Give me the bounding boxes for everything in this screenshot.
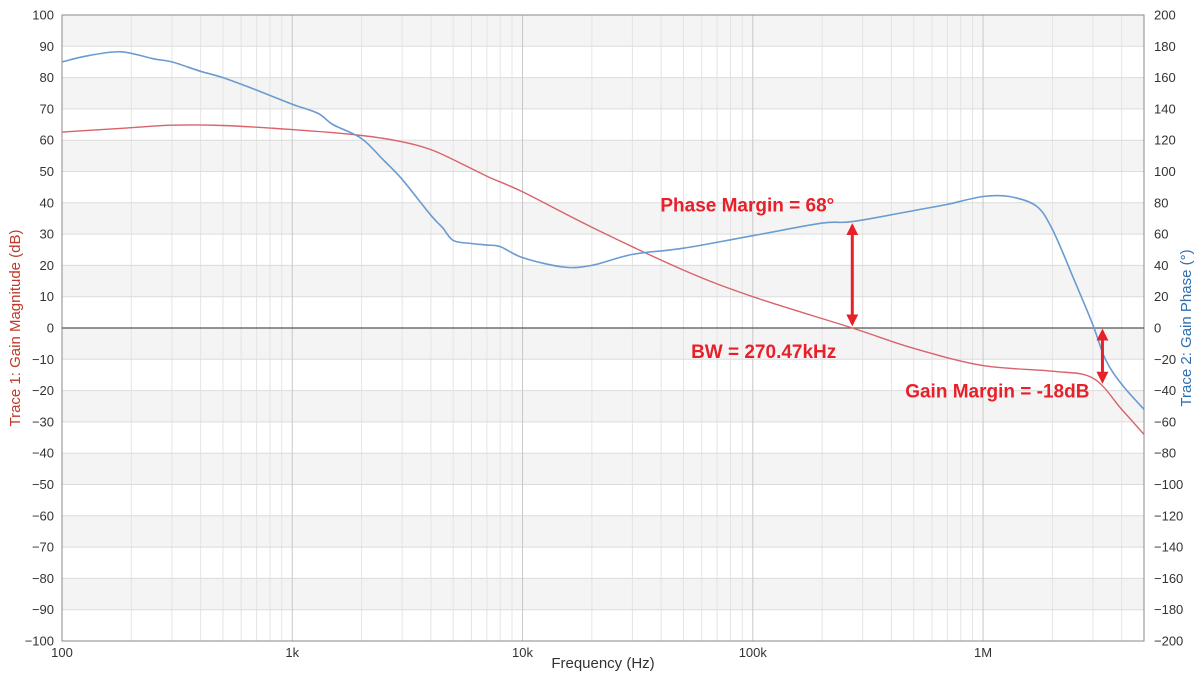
- right-axis-tick-label: −40: [1154, 383, 1176, 398]
- right-axis-tick-label: 100: [1154, 164, 1176, 179]
- right-axis-tick-label: 160: [1154, 70, 1176, 85]
- grid-band: [62, 515, 1144, 548]
- right-axis-tick-label: −140: [1154, 540, 1183, 555]
- left-axis-tick-label: −60: [32, 508, 54, 523]
- left-axis-tick-label: −70: [32, 540, 54, 555]
- left-axis-tick-label: 60: [40, 133, 54, 148]
- left-y-axis-title: Trace 1: Gain Magnitude (dB): [7, 229, 24, 426]
- left-axis-tick-label: 100: [32, 8, 54, 23]
- left-axis-tick-label: 70: [40, 101, 54, 116]
- left-axis-tick-label: −90: [32, 602, 54, 617]
- right-axis-tick-label: −80: [1154, 446, 1176, 461]
- left-axis-tick-label: 90: [40, 39, 54, 54]
- margin-annotations: Phase Margin = 68° BW = 270.47kHz Gain M…: [660, 196, 1109, 403]
- x-axis-tick-label: 100: [51, 645, 73, 660]
- left-axis-tick-label: 50: [40, 164, 54, 179]
- grid-band: [62, 453, 1144, 485]
- grid-band: [62, 77, 1144, 109]
- grid-band: [62, 265, 1144, 297]
- x-axis-tick-label: 1M: [974, 645, 992, 660]
- grid-band: [62, 202, 1144, 235]
- right-axis-tick-label: −100: [1154, 477, 1183, 492]
- gain-margin-label: Gain Margin = -18dB: [905, 382, 1089, 403]
- x-axis-tick-labels: 100 1k 10k 100k 1M: [51, 645, 992, 660]
- right-axis-tick-label: 20: [1154, 289, 1168, 304]
- x-axis-tick-label: 100k: [739, 645, 768, 660]
- series-line-gain-phase: [61, 50, 1145, 410]
- right-axis-tick-label: −200: [1154, 634, 1183, 649]
- x-axis-tick-label: 1k: [285, 645, 299, 660]
- grid-band: [62, 140, 1144, 172]
- left-axis-tick-label: −100: [25, 634, 54, 649]
- series-line-gain-magnitude: [61, 124, 1145, 435]
- grid-band: [62, 15, 1144, 47]
- right-axis-tick-label: 40: [1154, 258, 1168, 273]
- right-axis-tick-label: −180: [1154, 602, 1183, 617]
- right-y-axis-title: Trace 2: Gain Phase (°): [1178, 249, 1195, 406]
- left-axis-tick-label: 0: [47, 321, 54, 336]
- right-axis-tick-label: 180: [1154, 39, 1176, 54]
- right-axis-tick-label: −20: [1154, 352, 1176, 367]
- phase-margin-label: Phase Margin = 68°: [660, 196, 834, 217]
- horizontal-grid-bands: [62, 15, 1144, 610]
- left-axis-tick-label: −40: [32, 446, 54, 461]
- left-axis-tick-label: −30: [32, 414, 54, 429]
- bandwidth-label: BW = 270.47kHz: [691, 342, 836, 363]
- right-axis-tick-label: 200: [1154, 8, 1176, 23]
- grid-band: [62, 328, 1144, 360]
- right-axis-tick-label: 140: [1154, 101, 1176, 116]
- left-axis-tick-label: −50: [32, 477, 54, 492]
- x-axis-tick-label: 10k: [512, 645, 533, 660]
- right-axis-tick-label: 60: [1154, 227, 1168, 242]
- right-axis-tick-labels: −200−180−160−140−120−100−80−60−40−200204…: [1154, 8, 1183, 649]
- right-axis-tick-label: 0: [1154, 321, 1161, 336]
- right-axis-tick-label: −120: [1154, 508, 1183, 523]
- right-axis-tick-label: −160: [1154, 571, 1183, 586]
- left-axis-tick-label: 30: [40, 227, 54, 242]
- left-axis-tick-labels: −100−90−80−70−60−50−40−30−20−10010203040…: [25, 8, 54, 649]
- grid-band: [62, 390, 1144, 422]
- left-axis-tick-label: −80: [32, 571, 54, 586]
- left-axis-tick-label: −10: [32, 352, 54, 367]
- right-axis-tick-label: 80: [1154, 195, 1168, 210]
- right-axis-tick-label: −60: [1154, 414, 1176, 429]
- grid-band: [62, 578, 1144, 610]
- left-axis-tick-label: 80: [40, 70, 54, 85]
- right-axis-tick-label: 120: [1154, 133, 1176, 148]
- left-axis-tick-label: 20: [40, 258, 54, 273]
- left-axis-tick-label: 10: [40, 289, 54, 304]
- left-axis-tick-label: 40: [40, 195, 54, 210]
- left-axis-tick-label: −20: [32, 383, 54, 398]
- x-axis-title: Frequency (Hz): [551, 655, 654, 672]
